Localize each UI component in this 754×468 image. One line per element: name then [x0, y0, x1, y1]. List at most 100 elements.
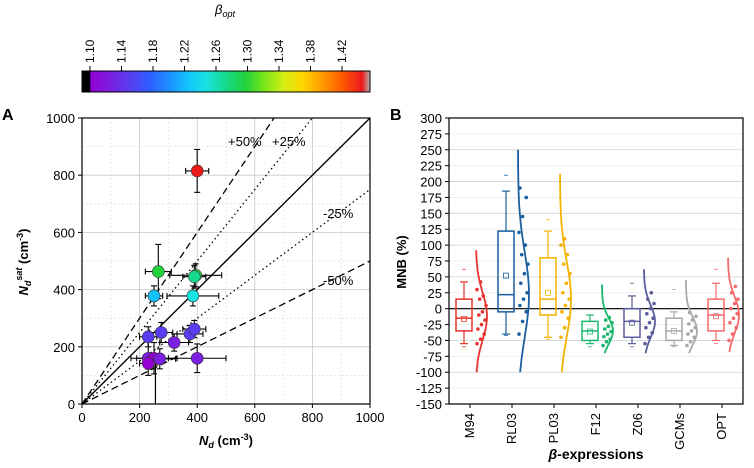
data-dot [652, 301, 656, 306]
distribution-curve [643, 269, 656, 354]
data-dot [643, 341, 647, 346]
data-dot [609, 329, 613, 334]
mean-marker [671, 328, 677, 334]
colorbar-tick-label: 1.30 [241, 39, 255, 63]
panel-b-xlabel: β-expressions [547, 446, 643, 462]
x-tick-label: 200 [129, 410, 151, 425]
data-dot [686, 332, 690, 336]
data-dot [601, 343, 605, 348]
y-tick-label: 0 [68, 397, 75, 412]
data-point-15 [141, 357, 155, 370]
colorbar-ticks: 1.10 1.14 1.18 1.22 1.26 1.30 1.34 1.38 1.42 [83, 39, 349, 71]
data-dot [477, 297, 482, 301]
panel-a-points [130, 148, 227, 404]
data-point-9 [167, 336, 181, 349]
x-tick-label: 0 [78, 410, 85, 425]
y-tick-label: 175 [420, 190, 442, 205]
mean-marker [461, 315, 467, 322]
data-dot [730, 332, 735, 336]
y-tick-label: 100 [420, 238, 442, 253]
data-point-5 [147, 289, 161, 303]
y-tick-label: -100 [416, 365, 442, 380]
label-minus-50: -50% [323, 273, 354, 288]
data-dot [645, 297, 650, 301]
y-tick-label: 50 [428, 270, 442, 285]
data-dot [733, 284, 738, 289]
x-tick-label: 1000 [356, 410, 385, 425]
data-dot [517, 332, 521, 336]
x-tick-label: M94 [462, 413, 477, 438]
y-tick-label: 0 [435, 302, 442, 317]
data-dot [564, 281, 569, 286]
data-point-2 [152, 265, 165, 278]
box-group-z06 [623, 269, 656, 354]
data-dot [602, 334, 606, 339]
data-dot [559, 335, 563, 340]
colorbar-tick-label: 1.42 [335, 39, 349, 63]
x-tick-label: PL03 [546, 413, 561, 443]
data-point-8 [154, 326, 168, 339]
colorbar-tick-label: 1.34 [272, 39, 286, 63]
data-dot [734, 325, 738, 330]
data-point-16 [190, 351, 204, 365]
data-dot [649, 290, 654, 295]
data-dot [648, 306, 653, 311]
box-group-f12 [581, 284, 614, 354]
data-dot [729, 290, 734, 295]
data-dot [475, 341, 479, 346]
data-dot [728, 320, 732, 325]
x-tick-label: F12 [588, 413, 603, 435]
panel-b-ylabel: MNB (%) [394, 235, 409, 288]
data-dot [608, 337, 612, 341]
data-dot [685, 343, 689, 348]
data-dot [605, 332, 610, 336]
y-tick-label: 150 [420, 206, 442, 221]
data-dot [687, 322, 691, 326]
data-dot [567, 297, 571, 301]
panel-a-frame [81, 117, 371, 405]
label-plus-50: +50% [228, 134, 262, 149]
data-dot [646, 335, 651, 340]
data-dot [690, 318, 695, 322]
data-dot [694, 314, 698, 319]
reference-line-plus50pct [81, 117, 275, 405]
data-dot [520, 214, 525, 219]
data-dot [562, 325, 567, 330]
data-dot [526, 262, 530, 266]
data-dot [523, 243, 528, 247]
y-tick-label: 200 [53, 340, 75, 355]
colorbar-title: βopt [214, 2, 235, 19]
data-dot [607, 315, 612, 320]
y-tick-label: -75 [423, 349, 442, 364]
data-dot [518, 186, 522, 190]
data-dot [732, 301, 737, 306]
data-dot [524, 195, 528, 200]
box-group-gcms [665, 280, 698, 354]
mean-marker [713, 313, 719, 320]
label-minus-25: -25% [323, 206, 354, 221]
x-tick-label: GCMs [672, 413, 687, 450]
y-tick-label: -25 [423, 318, 442, 333]
data-point-4 [188, 270, 201, 284]
data-dot [610, 320, 614, 325]
data-point-6 [186, 289, 200, 303]
data-point-7 [141, 330, 155, 344]
distribution-curve [475, 250, 488, 373]
data-dot [692, 335, 696, 340]
colorbar-tick-label: 1.22 [178, 39, 192, 63]
y-tick-label: 1000 [46, 111, 75, 126]
data-dot [477, 313, 481, 317]
data-dot [606, 324, 611, 329]
data-point-1 [190, 164, 204, 178]
mean-marker [587, 328, 593, 335]
y-tick-label: 300 [420, 111, 442, 126]
mean-marker [545, 289, 551, 296]
data-dot [562, 236, 567, 241]
colorbar-tick-label: 1.14 [115, 39, 129, 63]
box [455, 298, 473, 332]
box-group-opt [707, 257, 740, 353]
panel-a-ylabel: Ndsat (cm-3) [14, 229, 33, 296]
x-tick-label: OPT [714, 413, 729, 440]
panel-label-a: A [2, 107, 14, 124]
